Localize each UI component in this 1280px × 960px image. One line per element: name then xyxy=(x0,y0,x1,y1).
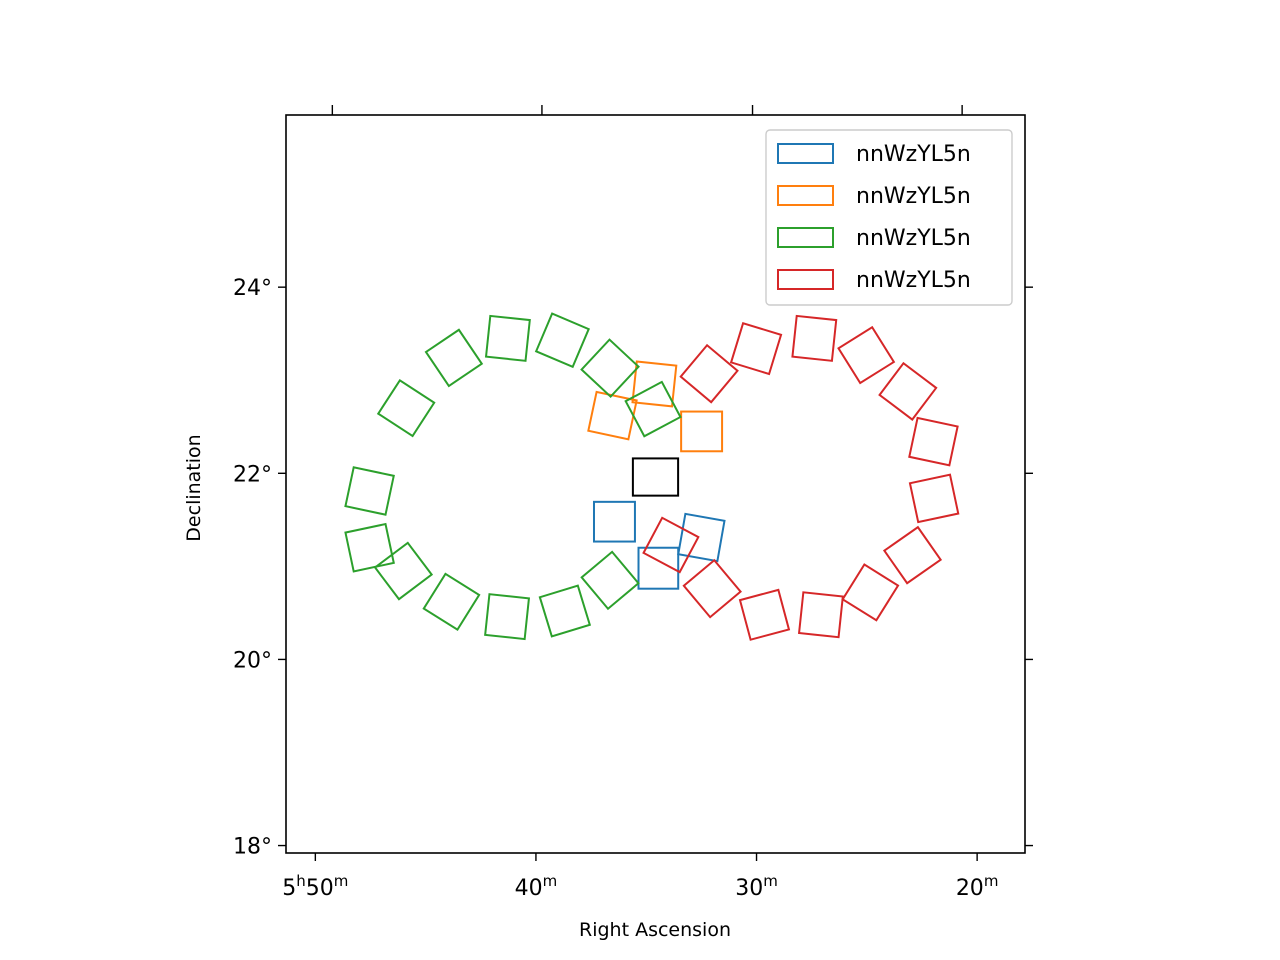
legend: nnWzYL5n nnWzYL5n nnWzYL5n nnWzYL5n xyxy=(765,129,1013,306)
y-tick-label: 24° xyxy=(233,276,272,301)
footprint-box xyxy=(534,312,591,369)
footprint-box xyxy=(679,343,739,404)
footprint-box xyxy=(344,522,395,573)
legend-label: nnWzYL5n xyxy=(856,184,971,209)
footprint-box xyxy=(587,390,638,441)
footprint-box xyxy=(908,416,959,467)
legend-swatch xyxy=(777,227,834,248)
legend-label: nnWzYL5n xyxy=(856,142,971,167)
footprint-box xyxy=(424,328,484,388)
footprint-box xyxy=(376,378,436,438)
plot-frame xyxy=(285,114,1026,854)
footprint-box xyxy=(580,338,640,399)
legend-swatch xyxy=(777,269,834,290)
x-tick-label: 5h50m xyxy=(282,872,348,901)
legend-frame xyxy=(765,129,1013,306)
x-tick-label: 20m xyxy=(956,872,999,901)
footprint-box xyxy=(344,466,395,516)
footprint-box xyxy=(841,563,900,622)
footprint-box xyxy=(682,558,742,619)
footprint-box xyxy=(677,512,726,563)
footprint-box xyxy=(878,361,938,421)
footprint-box xyxy=(637,546,680,590)
x-tick-label: 40m xyxy=(515,872,558,901)
series-3-footprints xyxy=(642,314,960,641)
plot-area-marks xyxy=(344,312,960,641)
series-2-footprints xyxy=(344,312,682,641)
y-tick-label: 18° xyxy=(233,835,272,860)
footprint-box xyxy=(729,321,783,376)
tick-labels: 5h50m 40m 30m 20m 18° 20° 22° 24° xyxy=(233,276,998,901)
footprint-box xyxy=(680,410,724,453)
footprint-box xyxy=(484,314,531,362)
y-axis-label: Declination xyxy=(183,434,205,541)
footprint-box xyxy=(592,500,636,543)
x-axis-label: Right Ascension xyxy=(579,919,731,941)
footprint-box xyxy=(631,360,678,408)
legend-label: nnWzYL5n xyxy=(856,268,971,293)
center-field-box xyxy=(631,457,680,497)
axis-ticks xyxy=(278,105,1033,861)
footprint-box xyxy=(791,314,838,362)
footprint-box xyxy=(642,516,700,574)
footprint-box xyxy=(484,593,531,641)
series-0-footprints xyxy=(592,500,726,590)
x-tick-label: 30m xyxy=(735,872,778,901)
footprint-box xyxy=(837,325,896,385)
y-tick-label: 22° xyxy=(233,462,272,487)
footprint-box xyxy=(908,473,960,524)
footprint-box xyxy=(373,541,434,601)
series-1-footprints xyxy=(587,360,724,453)
footprint-box xyxy=(580,550,640,611)
legend-swatch xyxy=(777,143,834,164)
legend-swatch xyxy=(777,185,834,206)
footprint-box xyxy=(797,591,844,639)
y-tick-label: 20° xyxy=(233,648,272,673)
footprint-box xyxy=(422,572,481,631)
footprint-box xyxy=(624,380,682,438)
footprint-box xyxy=(738,588,791,641)
footprint-box xyxy=(538,584,592,638)
legend-label: nnWzYL5n xyxy=(856,226,971,251)
footprint-box xyxy=(882,525,943,585)
